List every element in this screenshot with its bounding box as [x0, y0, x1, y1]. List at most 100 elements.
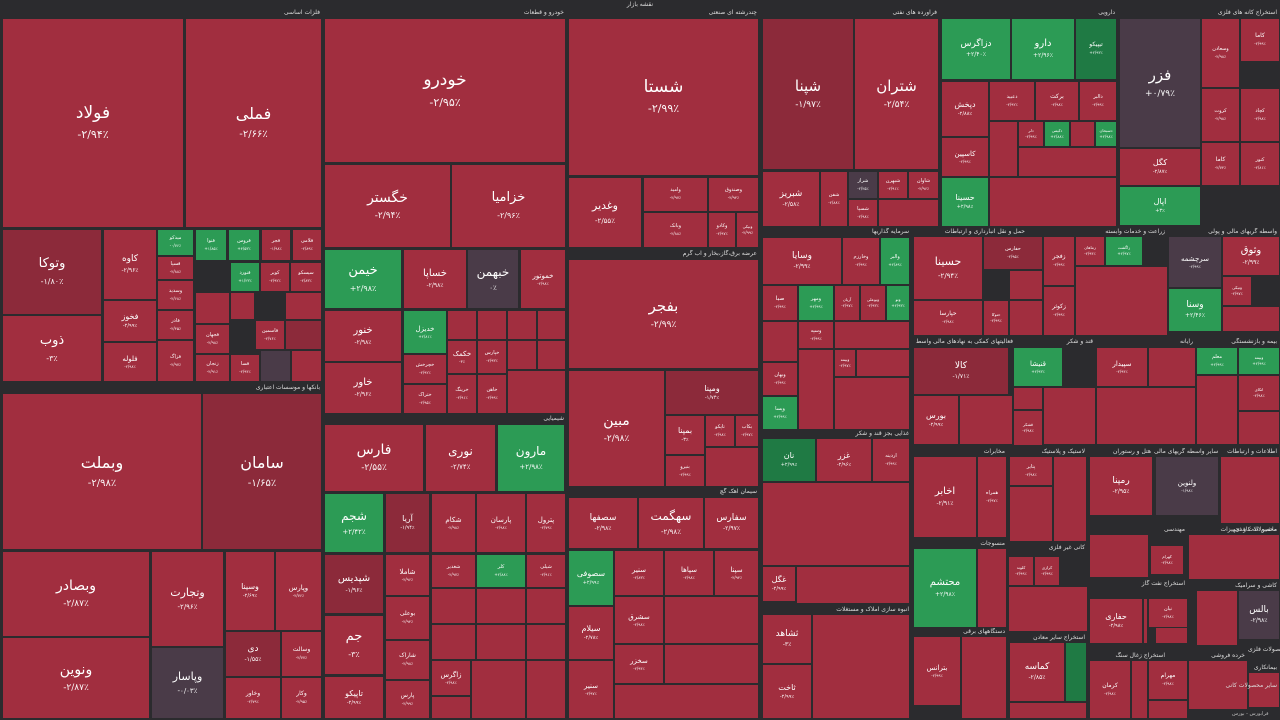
stock-tile[interactable]: برکت -۲/۹۸٪ [1035, 81, 1079, 121]
stock-tile[interactable]: وسنا +۲/۴۶٪ [1168, 288, 1222, 332]
stock-tile[interactable]: صبا -۲/۹۹٪ [762, 285, 798, 321]
stock-tile[interactable]: مهرام -۲/۹۸٪ [1148, 660, 1188, 700]
treemap-cell-small[interactable] [477, 310, 507, 340]
treemap-cell-small[interactable] [705, 447, 759, 487]
treemap-cell-small[interactable] [537, 310, 566, 340]
stock-tile[interactable]: محتشم +۲/۹۸٪ [913, 548, 977, 628]
stock-tile[interactable]: اتکای -۲/۹۸٪ [1238, 375, 1280, 411]
stock-tile[interactable]: وکار -۲/۹۵٪ [281, 677, 322, 719]
stock-tile[interactable]: قشکر -۲/۹۸٪ [1013, 410, 1043, 446]
stock-tile[interactable]: دپخش -۲/۸۸٪ [941, 81, 989, 137]
stock-tile[interactable]: خپارس -۲/۹۳٪ [477, 340, 507, 374]
stock-tile[interactable]: شیلی -۲/۹۱٪ [526, 554, 566, 588]
stock-tile[interactable]: کویر -۲/۹۲٪ [260, 262, 290, 292]
stock-tile[interactable]: نیان -۲/۹۸٪ [1148, 598, 1188, 628]
treemap-cell-small[interactable] [878, 199, 939, 227]
stock-tile[interactable]: خنور -۲/۹۸٪ [324, 310, 402, 362]
stock-tile[interactable]: کرمان -۲/۹۸٪ [1089, 660, 1131, 719]
stock-tile[interactable]: پتایر -۲/۹۸٪ [1009, 456, 1053, 486]
stock-tile[interactable]: سخزر -۲/۹۴٪ [614, 644, 664, 684]
stock-tile[interactable]: وپاسار -۰/۰۳٪ [151, 647, 224, 719]
treemap-cell-small[interactable] [1070, 121, 1095, 147]
stock-tile[interactable]: وبملت -۲/۹۸٪ [2, 393, 202, 550]
stock-tile[interactable]: مبین -۲/۹۸٪ [568, 370, 665, 487]
stock-tile[interactable]: خرینگ -۲/۹۱٪ [447, 374, 477, 414]
treemap-cell-small[interactable] [195, 292, 230, 324]
treemap-cell-small[interactable] [230, 292, 255, 320]
stock-tile[interactable]: غزر -۲/۹۶٪ [816, 438, 872, 482]
stock-tile[interactable]: بالس -۲/۹۸٪ [1238, 590, 1280, 640]
stock-tile[interactable]: وامید -۲/۹۷٪ [643, 177, 708, 212]
stock-tile[interactable]: سصوفی +۲/۹۹٪ [568, 550, 614, 606]
stock-tile[interactable]: دسبحان +۲/۹۸٪ [1095, 121, 1117, 147]
stock-tile[interactable]: حفاری -۲/۹۸٪ [1089, 598, 1143, 644]
stock-tile[interactable]: شاوان -۲/۹۶٪ [908, 171, 939, 199]
stock-tile[interactable]: بفجر -۲/۹۹٪ [568, 259, 759, 369]
stock-tile[interactable]: زاگشت +۲/۹۷٪ [1105, 236, 1143, 266]
treemap-cell-small[interactable] [762, 482, 910, 566]
stock-tile[interactable]: فروس +۴/۵۳٪ [228, 229, 260, 261]
stock-tile[interactable]: کرازی -۲/۹۹٪ [1034, 556, 1060, 586]
stock-tile[interactable]: بنیرو -۲/۹۹٪ [665, 455, 705, 487]
treemap-cell-small[interactable] [476, 624, 526, 660]
stock-tile[interactable]: تاپکو -۲/۹۸٪ [705, 415, 735, 447]
treemap-cell-small[interactable] [1238, 411, 1280, 445]
stock-tile[interactable]: شغدیر -۲/۹۷٪ [431, 554, 476, 588]
stock-tile[interactable]: شپنا -۱/۹۷٪ [762, 18, 854, 170]
stock-tile[interactable]: پارسان -۲/۹۸٪ [476, 493, 526, 553]
stock-tile[interactable]: کاوه -۲/۹۶٪ [103, 229, 157, 300]
stock-tile[interactable]: بوعلی -۲/۹۴٪ [385, 596, 430, 640]
stock-tile[interactable]: وخاور -۲/۷۹٪ [225, 677, 281, 719]
stock-tile[interactable]: وکادو -۲/۹۷٪ [708, 212, 736, 248]
treemap-cell-small[interactable] [537, 340, 566, 370]
stock-tile[interactable]: وسپه -۲/۹۹٪ [798, 321, 834, 349]
stock-tile[interactable]: فنورد +۱/۲۳٪ [230, 262, 260, 292]
treemap-cell-small[interactable] [1009, 486, 1053, 542]
stock-tile[interactable]: دلر -۲/۹۹٪ [1018, 121, 1044, 147]
treemap-cell-small[interactable] [1018, 147, 1117, 177]
stock-tile[interactable]: حفارس -۲/۹۵٪ [983, 236, 1043, 270]
treemap-cell-small[interactable] [526, 624, 566, 660]
treemap-cell-small[interactable] [1248, 672, 1280, 708]
stock-tile[interactable]: وبهان -۲/۹۹٪ [762, 362, 798, 396]
stock-tile[interactable]: وثوق -۲/۹۹٪ [1222, 236, 1280, 276]
treemap-cell-small[interactable] [1009, 300, 1043, 336]
treemap-cell-small[interactable] [291, 350, 322, 382]
stock-tile[interactable]: وپارس -۲/۷۶٪ [275, 551, 322, 631]
stock-tile[interactable]: فلامی -۲/۸۹٪ [292, 229, 322, 261]
treemap-cell-small[interactable] [614, 684, 759, 719]
stock-tile[interactable]: شاملا -۲/۹۶٪ [385, 554, 430, 596]
treemap-cell-small[interactable] [285, 320, 322, 350]
stock-tile[interactable]: وپسا +۲/۹۹٪ [762, 396, 798, 430]
treemap-cell-small[interactable] [961, 636, 1007, 719]
stock-tile[interactable]: سنیر -۲/۹۷٪ [568, 660, 614, 719]
stock-tile[interactable]: کهرام -۲/۹۸٪ [1150, 545, 1184, 575]
stock-tile[interactable]: خیمن +۲/۹۸٪ [324, 249, 402, 309]
stock-tile[interactable]: فسپا -۲/۸۸٪ [157, 256, 194, 280]
stock-tile[interactable]: جم -۳٪ [324, 615, 384, 675]
treemap-cell-small[interactable] [1220, 456, 1280, 524]
stock-tile[interactable]: شستا -۲/۹۹٪ [568, 18, 759, 176]
stock-tile[interactable]: وبیمه -۲/۹۷٪ [834, 349, 856, 377]
stock-tile[interactable]: وصندوق -۲/۹۴٪ [708, 177, 759, 212]
stock-tile[interactable]: وبوعلی -۲/۹۳٪ [860, 285, 886, 321]
treemap-cell-small[interactable] [977, 548, 1007, 628]
treemap-cell-small[interactable] [798, 349, 834, 430]
stock-tile[interactable]: معلم +۲/۹۹٪ [1196, 347, 1238, 375]
treemap-cell-small[interactable] [507, 310, 537, 340]
treemap-cell-small[interactable] [285, 292, 322, 320]
treemap-cell-small[interactable] [1009, 702, 1087, 719]
treemap-cell-small[interactable] [762, 321, 798, 362]
stock-tile[interactable]: سیسکو -۲/۸۳٪ [290, 262, 322, 292]
treemap-cell-small[interactable] [1009, 270, 1043, 300]
stock-tile[interactable]: ولنوین -۱/۹۸٪ [1155, 456, 1219, 516]
stock-tile[interactable]: شفن -۲/۸۸٪ [820, 171, 848, 227]
stock-tile[interactable]: دکیمی +۲/۸۸٪ [1044, 121, 1070, 147]
treemap-cell-small[interactable] [507, 370, 566, 414]
stock-tile[interactable]: میدکو -۰/۷۶٪ [157, 229, 194, 256]
stock-tile[interactable]: خساپا -۲/۹۸٪ [403, 249, 467, 309]
stock-tile[interactable]: سنیر -۲/۸۳٪ [614, 550, 664, 596]
stock-tile[interactable]: کاسپین -۲/۹۹٪ [941, 137, 989, 177]
stock-tile[interactable]: اردینه -۲/۹۹٪ [872, 438, 910, 482]
stock-tile[interactable]: کاما -۲/۷۴٪ [1201, 142, 1240, 186]
